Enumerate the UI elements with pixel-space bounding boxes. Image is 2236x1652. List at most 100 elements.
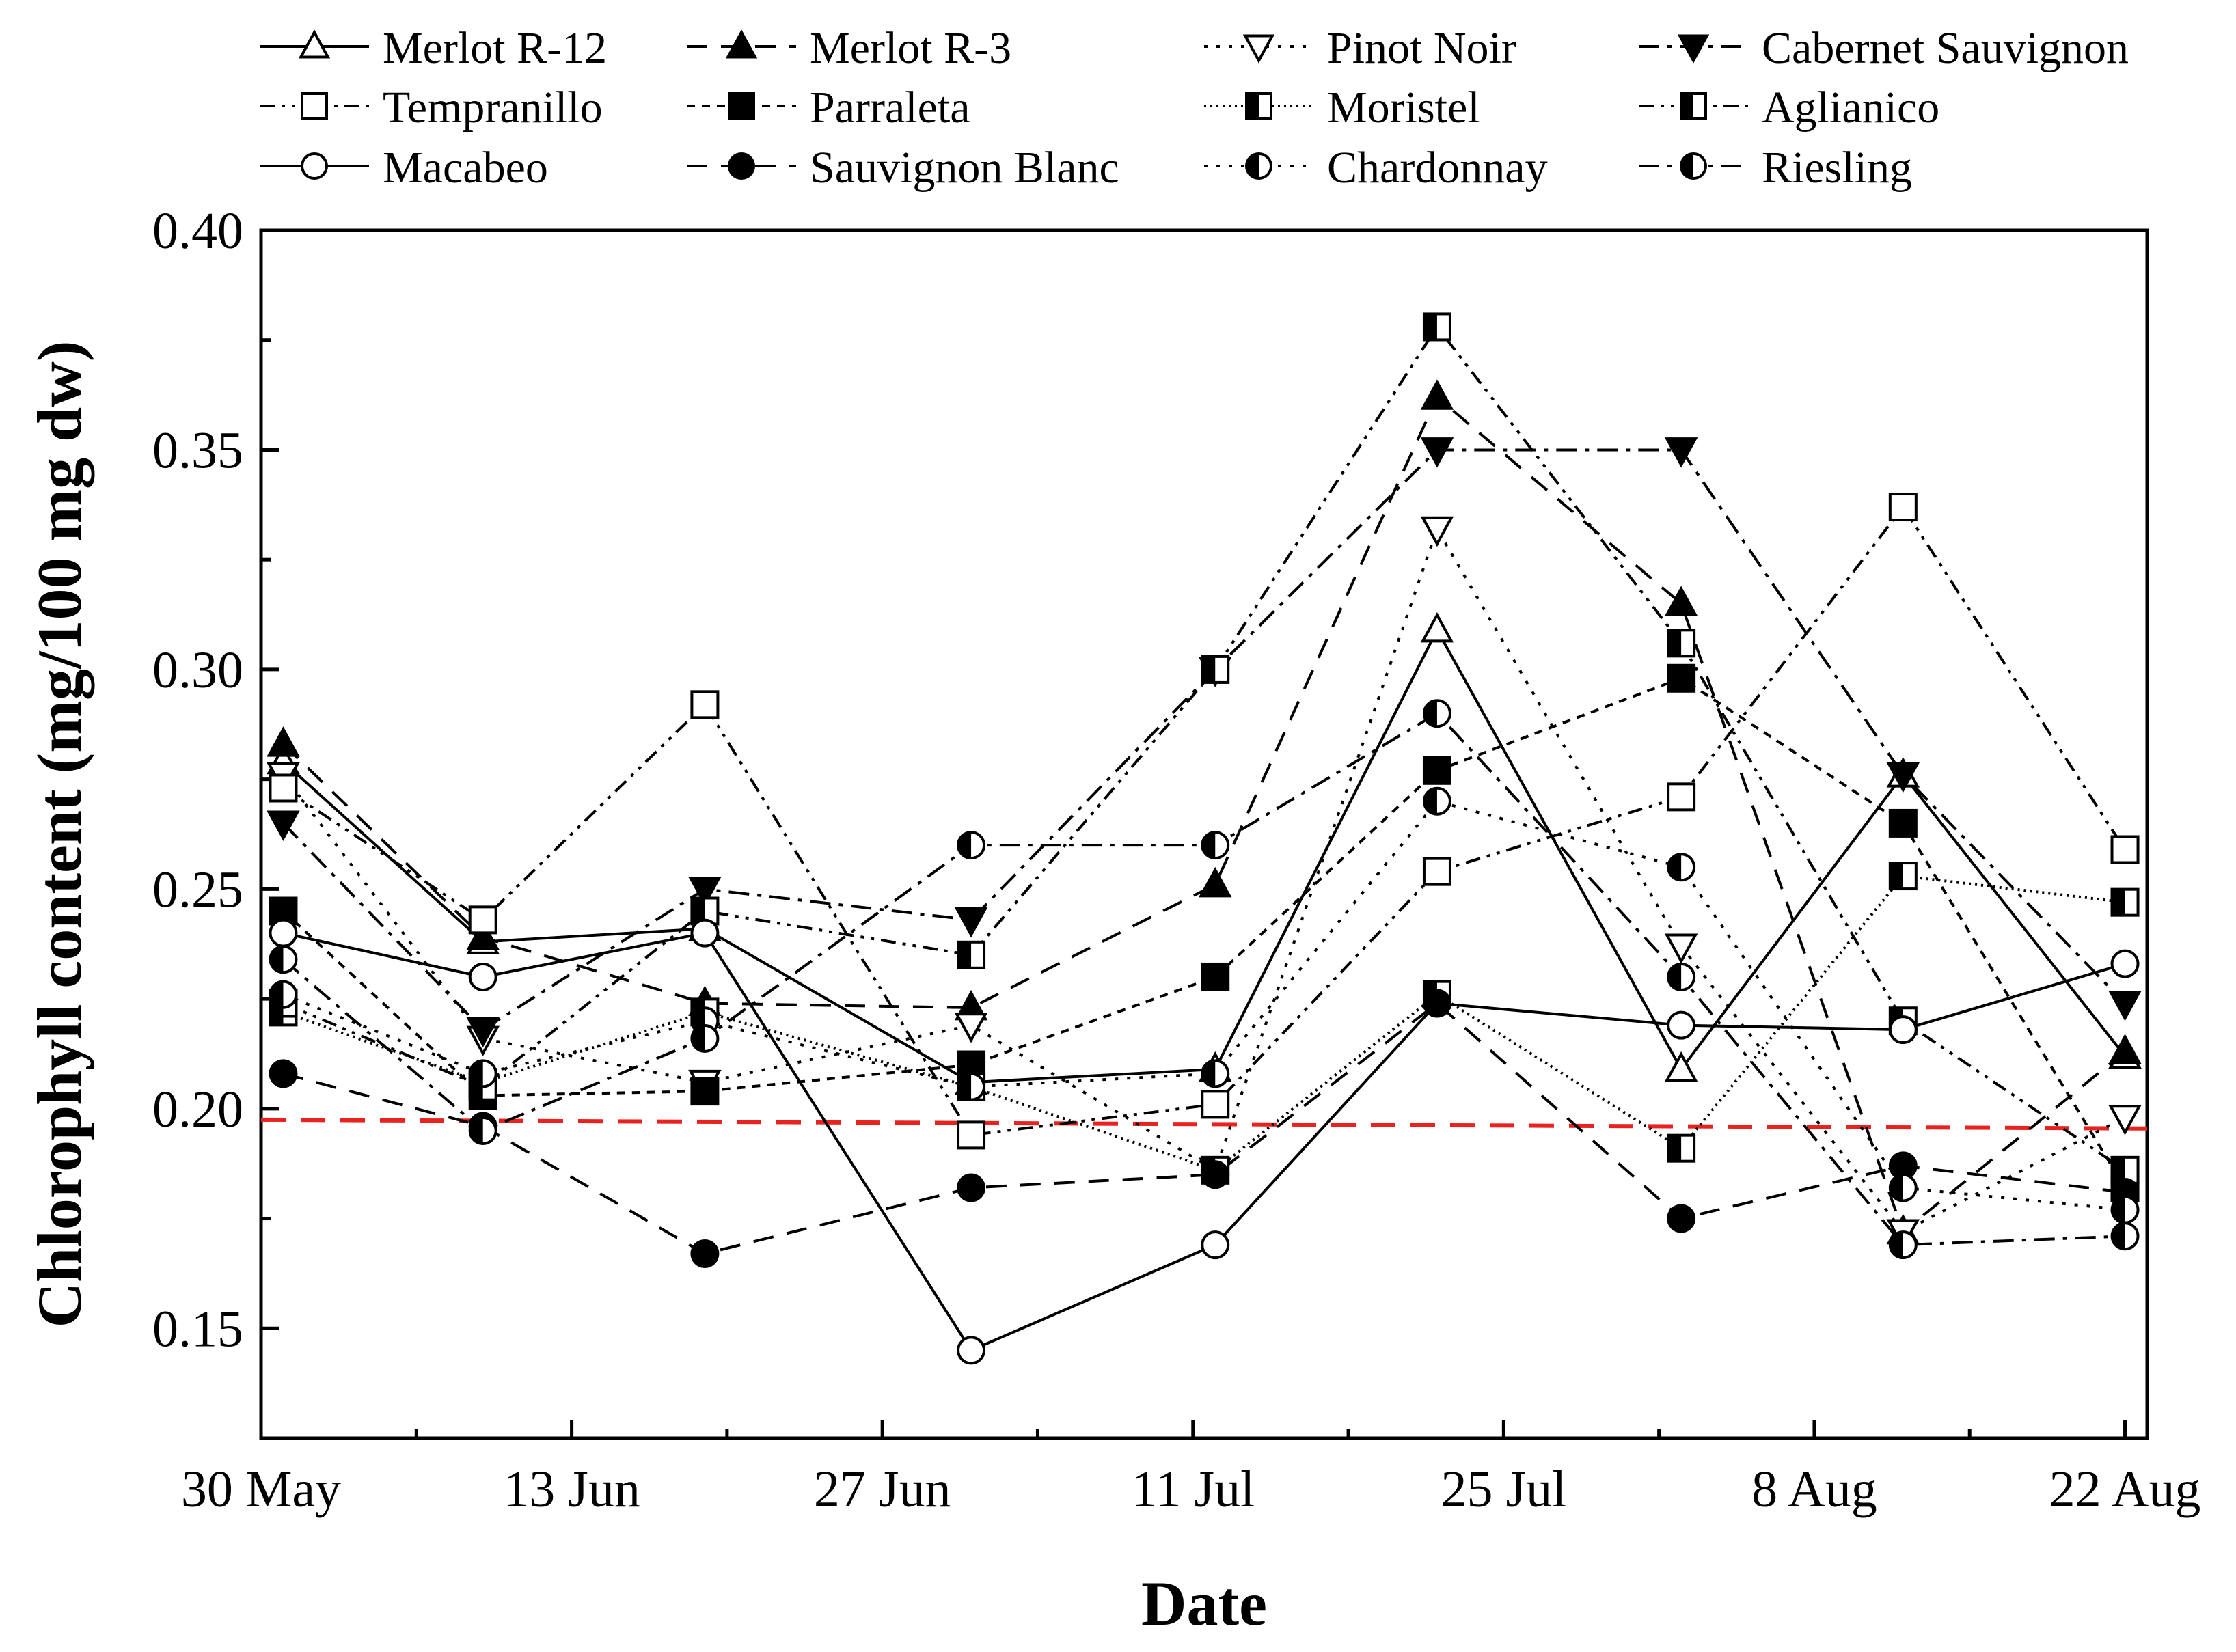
- legend-item-parraleta: Parraleta: [687, 83, 970, 133]
- data-point-riesling: [690, 1023, 720, 1053]
- data-point-cabernet-sauvignon: [954, 907, 988, 938]
- data-point-merlot-r-3: [1420, 379, 1454, 410]
- series-line-chardonnay: [282, 799, 2125, 1211]
- legend-marker: [728, 92, 755, 120]
- legend-item-cabernet-sauvignon: Cabernet Sauvignon: [1639, 23, 2129, 73]
- legend-item-tempranillo: Tempranillo: [260, 83, 603, 133]
- data-point-cabernet-sauvignon: [688, 876, 722, 907]
- data-point-pinot-noir: [1664, 933, 1698, 964]
- data-point-riesling: [269, 945, 298, 974]
- legend-marker: [1242, 34, 1275, 64]
- data-point-tempranillo: [1201, 1090, 1230, 1119]
- legend-marker: [1680, 152, 1707, 180]
- series-line-pinot-noir: [282, 527, 2126, 1233]
- data-point-aglianico: [1667, 629, 1696, 658]
- data-point-merlot-r-3: [1198, 866, 1232, 898]
- legend-marker: [725, 29, 758, 59]
- legend-item-riesling: Riesling: [1639, 143, 1912, 193]
- series-aglianico: [282, 325, 2126, 1172]
- data-point-tempranillo: [2110, 835, 2140, 864]
- data-point-aglianico: [2110, 1155, 2140, 1185]
- data-point-macabeo: [2110, 949, 2140, 978]
- y-tick-label: 0.35: [152, 422, 243, 479]
- x-tick-label: 22 Aug: [2049, 1461, 2201, 1518]
- series-points-riesling: [269, 699, 2140, 1260]
- data-point-tempranillo: [690, 690, 720, 719]
- legend-marker: [1245, 92, 1272, 120]
- data-point-merlot-r-3: [2108, 1034, 2142, 1064]
- data-point-cabernet-sauvignon: [267, 810, 300, 841]
- legend-label: Pinot Noir: [1327, 23, 1516, 73]
- data-point-cabernet-sauvignon: [2108, 991, 2142, 1021]
- data-point-tempranillo: [1422, 857, 1451, 886]
- data-point-chardonnay: [1667, 853, 1696, 882]
- legend-item-merlot-r-3: Merlot R-3: [687, 23, 1011, 73]
- data-point-merlot-r-12: [1664, 1051, 1698, 1082]
- reference-line: [260, 1117, 2148, 1131]
- x-tick-labels: 30 May 13 Jun 27 Jun 11 Jul 25 Jul 8 Aug 22 Au…: [181, 1461, 2201, 1518]
- data-point-parraleta: [1667, 663, 1696, 693]
- legend-label: Merlot R-3: [810, 23, 1011, 73]
- data-point-chardonnay: [1888, 1173, 1918, 1202]
- legend-marker: [301, 152, 328, 180]
- series-points-pinot-noir: [267, 516, 2142, 1250]
- reference-line-layer: [260, 1117, 2148, 1131]
- data-point-macabeo: [957, 1336, 986, 1365]
- data-point-cabernet-sauvignon: [1886, 762, 1920, 793]
- data-point-moristel: [1667, 1133, 1696, 1163]
- legend-label: Cabernet Sauvignon: [1762, 23, 2129, 73]
- series-line-merlot-r-12: [282, 629, 2127, 1084]
- data-point-riesling: [957, 831, 986, 860]
- x-tick-label: 8 Aug: [1751, 1461, 1877, 1518]
- data-point-tempranillo: [957, 1120, 986, 1150]
- plot-area: [259, 228, 2149, 1440]
- data-point-sauvignon-blanc: [1667, 1204, 1696, 1233]
- data-point-riesling: [2110, 1222, 2140, 1251]
- legend-item-merlot-r-12: Merlot R-12: [260, 23, 607, 73]
- legend-label: Macabeo: [383, 143, 548, 193]
- data-point-merlot-r-3: [267, 726, 300, 757]
- legend-label: Sauvignon Blanc: [810, 143, 1119, 193]
- data-point-merlot-r-12: [1420, 612, 1454, 643]
- data-point-moristel: [2110, 887, 2140, 917]
- x-tick-label: 30 May: [181, 1461, 341, 1518]
- data-point-aglianico: [957, 940, 986, 969]
- series-chardonnay: [282, 799, 2125, 1211]
- data-point-chardonnay: [2110, 1195, 2140, 1224]
- legend-marker: [1245, 152, 1272, 180]
- y-tick-label: 0.25: [152, 861, 243, 918]
- data-point-sauvignon-blanc: [1201, 1160, 1230, 1189]
- legend-marker: [301, 92, 328, 120]
- legend-marker: [728, 152, 755, 180]
- series-macabeo: [283, 931, 2126, 1352]
- series-line-tempranillo: [282, 506, 2127, 1137]
- series-line-macabeo: [283, 931, 2126, 1352]
- data-point-chardonnay: [269, 980, 298, 1009]
- legend-label: Moristel: [1327, 83, 1480, 133]
- data-point-cabernet-sauvignon: [1664, 437, 1698, 468]
- legend-item-sauvignon-blanc: Sauvignon Blanc: [687, 143, 1119, 193]
- y-tick-label: 0.40: [152, 202, 243, 260]
- legend-item-aglianico: Aglianico: [1639, 83, 1939, 133]
- series-line-parraleta: [282, 676, 2127, 1189]
- data-point-chardonnay: [957, 1072, 986, 1101]
- data-point-aglianico: [1422, 312, 1451, 342]
- data-point-macabeo: [468, 962, 497, 991]
- data-point-chardonnay: [1422, 786, 1451, 816]
- series-points-cabernet-sauvignon: [267, 437, 2142, 1048]
- series-line-merlot-r-3: [282, 396, 2126, 1233]
- data-point-parraleta: [690, 1077, 720, 1106]
- data-point-aglianico: [1201, 655, 1230, 684]
- legend-label: Merlot R-12: [383, 23, 607, 73]
- data-point-cabernet-sauvignon: [1420, 437, 1454, 468]
- data-point-macabeo: [690, 918, 720, 948]
- data-point-riesling: [1201, 831, 1230, 860]
- x-axis-title: Date: [1141, 1569, 1267, 1638]
- data-point-tempranillo: [269, 773, 298, 803]
- series-layer: [267, 312, 2142, 1365]
- series-line-sauvignon-blanc: [282, 1002, 2125, 1255]
- x-tick-label: 27 Jun: [814, 1461, 951, 1518]
- data-point-riesling: [1422, 699, 1451, 728]
- data-point-macabeo: [1667, 1010, 1696, 1040]
- data-point-parraleta: [1888, 808, 1918, 838]
